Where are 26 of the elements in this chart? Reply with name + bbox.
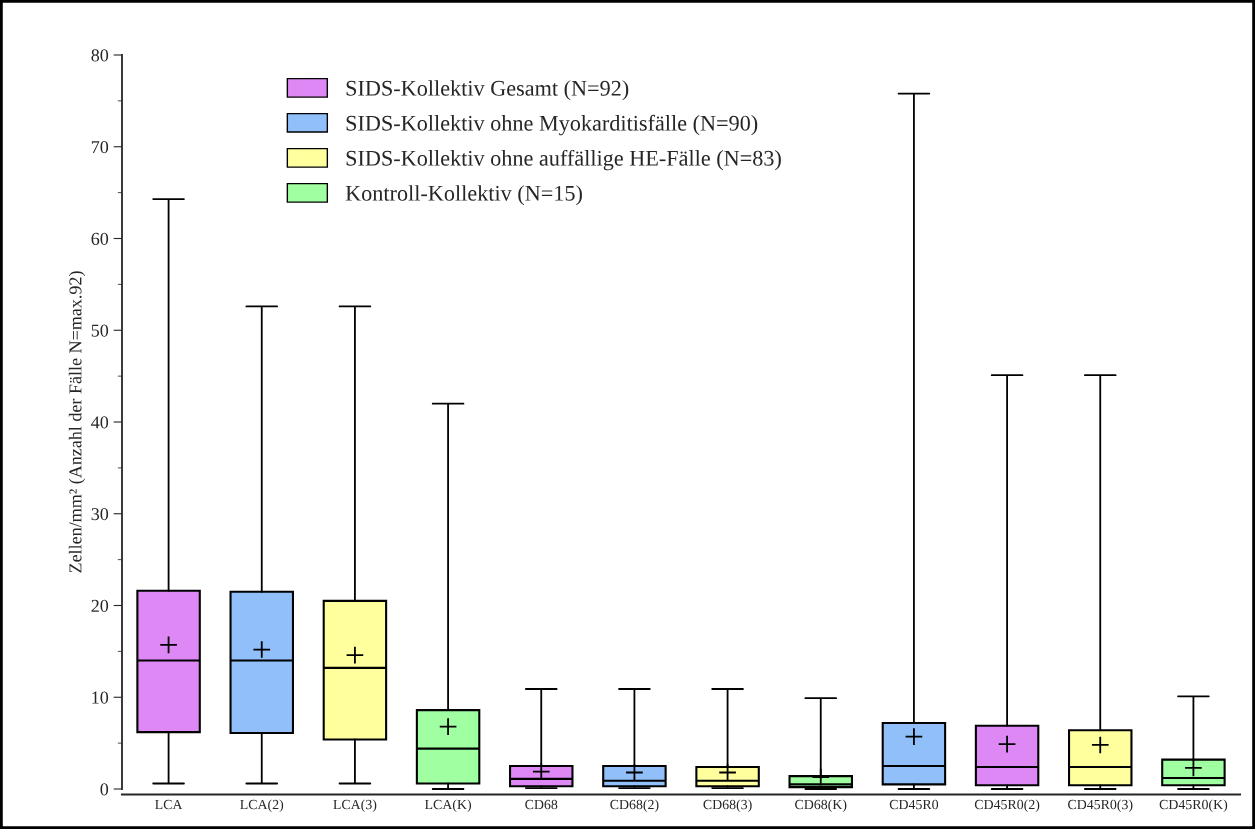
x-tick-label: CD68(3) xyxy=(703,799,752,813)
x-tick-label: LCA(K) xyxy=(424,799,471,813)
x-tick-label: CD68(K) xyxy=(795,799,847,813)
y-tick-label: 70 xyxy=(91,141,109,154)
x-tick-label: CD68 xyxy=(525,799,558,810)
x-tick-label: CD45R0(2) xyxy=(974,799,1040,813)
y-tick-label: 60 xyxy=(91,232,109,245)
y-tick-label: 0 xyxy=(100,783,109,796)
y-tick-label: 50 xyxy=(91,324,109,337)
legend-label: SIDS-Kollektiv Gesamt (N=92) xyxy=(346,80,629,101)
x-tick-label: LCA xyxy=(155,799,183,810)
y-axis-title: Zellen/mm² (Anzahl der Fälle N=max.92) xyxy=(68,271,86,573)
x-tick-label: CD68(2) xyxy=(610,799,659,813)
x-tick-label: LCA(2) xyxy=(240,799,284,813)
x-tick-label: CD45R0(K) xyxy=(1159,799,1228,813)
legend-label: SIDS-Kollektiv ohne Myokarditisfälle (N=90) xyxy=(346,114,758,136)
y-tick-label: 40 xyxy=(91,416,109,429)
x-tick-label: LCA(3) xyxy=(333,799,377,813)
legend-label: SIDS-Kollektiv ohne auffällige HE-Fälle (N=83) xyxy=(346,149,781,171)
legend-label: Kontroll-Kollektiv (N=15) xyxy=(345,185,582,206)
y-tick-label: 30 xyxy=(91,508,109,521)
y-tick-label: 80 xyxy=(91,49,109,62)
x-tick-label: CD45R0 xyxy=(889,799,939,810)
x-tick-label: CD45R0(3) xyxy=(1068,799,1133,813)
y-tick-label: 10 xyxy=(92,691,109,704)
y-tick-label: 20 xyxy=(91,599,109,612)
